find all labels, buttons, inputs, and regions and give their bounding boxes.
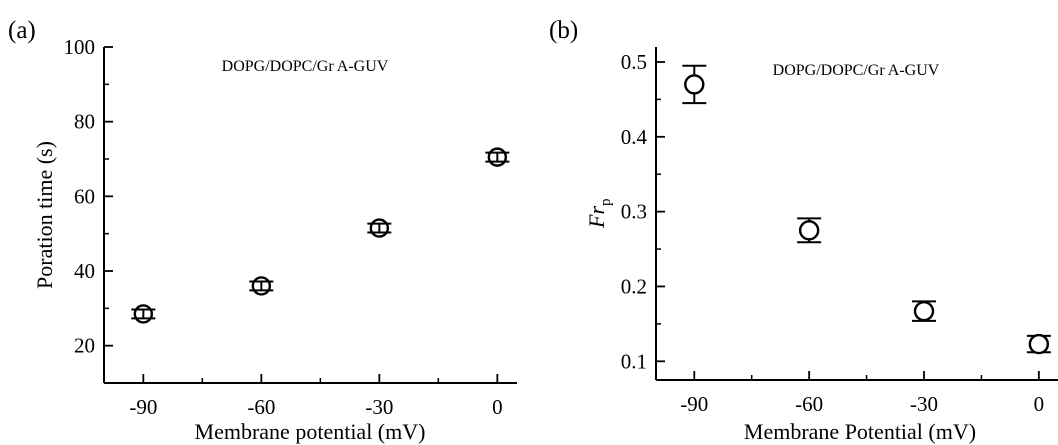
panel-a-y-tick-label: 20 xyxy=(74,334,95,358)
panel-b-y-tick-label: 0.1 xyxy=(621,349,647,373)
panel-a-y-axis-label: Poration time (s) xyxy=(32,141,57,289)
panel-a-y-tick-label: 60 xyxy=(74,184,95,208)
panel-b-marker xyxy=(1028,333,1050,355)
panel-a-label: (a) xyxy=(8,17,36,44)
panel-a-ticks: -90 -60 -30 0 20 40 60 80 100 xyxy=(64,35,503,419)
panel-b-y-axis-label-sub: p xyxy=(598,199,614,207)
panel-a-x-tick-label: -90 xyxy=(129,395,157,419)
panel-a-data-point xyxy=(485,147,510,167)
panel-b-x-tick-label: -30 xyxy=(910,392,938,416)
panel-b-marker xyxy=(684,74,705,95)
panel-a-x-tick-label: -30 xyxy=(365,395,393,419)
panel-b-x-tick-label: 0 xyxy=(1034,392,1045,416)
panel-b-points xyxy=(682,64,1051,355)
panel-a: (a) DOPG/DOPC/Gr A-GUV Membrane potentia… xyxy=(8,17,517,444)
panel-a-annotation: DOPG/DOPC/Gr A-GUV xyxy=(222,58,389,75)
panel-a-marker xyxy=(133,304,154,324)
panel-a-points xyxy=(131,147,510,324)
panel-b-y-axis-label-main: Fr xyxy=(584,206,609,229)
panel-b-data-point xyxy=(1026,333,1051,355)
panel-a-marker xyxy=(251,276,272,296)
panel-b-x-axis-label: Membrane Potential (mV) xyxy=(744,419,976,444)
panel-a-data-point xyxy=(131,304,156,324)
panel-a-y-tick-label: 40 xyxy=(74,259,95,283)
panel-b-x-tick-label: -90 xyxy=(680,392,708,416)
panel-b-annotation: DOPG/DOPC/Gr A-GUV xyxy=(773,62,940,79)
panel-a-y-tick-label: 100 xyxy=(64,35,96,59)
panel-b-marker xyxy=(913,300,935,322)
panel-b-marker xyxy=(798,220,820,241)
panel-a-y-tick-label: 80 xyxy=(74,110,95,134)
panel-b-data-point xyxy=(682,64,707,105)
panel-b-data-point xyxy=(797,217,822,244)
panel-a-x-tick-label: -60 xyxy=(247,395,275,419)
panel-a-axes-frame xyxy=(103,47,517,384)
panel-a-x-tick-label: 0 xyxy=(492,395,503,419)
panel-b-y-axis-label: Frp xyxy=(584,199,614,230)
panel-b-y-tick-label: 0.3 xyxy=(621,200,647,224)
panel-b-y-tick-label: 0.2 xyxy=(621,274,647,298)
panel-b-x-tick-label: -60 xyxy=(795,392,823,416)
panel-a-data-point xyxy=(249,276,274,296)
panel-b-label: (b) xyxy=(549,17,578,44)
panel-a-x-axis-label: Membrane potential (mV) xyxy=(195,419,426,444)
panel-b-data-point xyxy=(912,300,936,322)
panel-b: (b) DOPG/DOPC/Gr A-GUV Membrane Potentia… xyxy=(549,17,1058,444)
panel-a-data-point xyxy=(367,218,392,238)
panel-a-marker xyxy=(369,218,390,238)
panel-b-ticks: -90 -60 -30 0 0.1 0.2 0.3 0.4 0.5 xyxy=(621,50,1044,416)
panel-a-marker xyxy=(487,147,508,167)
panel-b-axes-frame xyxy=(655,47,1058,381)
panel-b-y-tick-label: 0.4 xyxy=(621,125,648,149)
panel-b-y-tick-label: 0.5 xyxy=(621,50,647,74)
